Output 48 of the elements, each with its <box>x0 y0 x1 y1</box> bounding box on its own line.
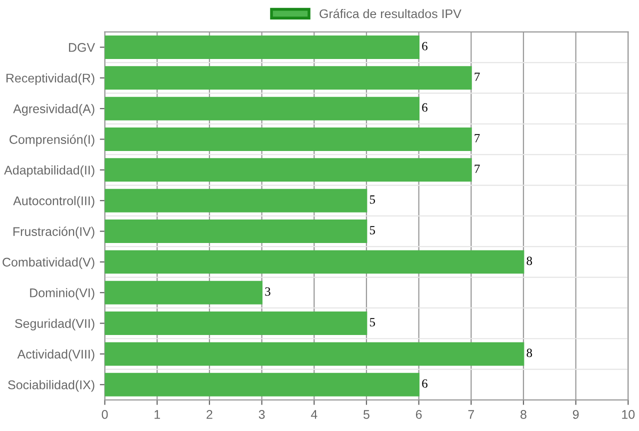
x-tick-label: 2 <box>206 410 212 419</box>
data-label: 7 <box>474 164 480 173</box>
bar <box>104 188 368 212</box>
data-label: 8 <box>526 256 532 266</box>
bar <box>104 342 524 366</box>
bar <box>104 158 472 182</box>
bar <box>104 250 524 274</box>
legend-label: Gráfica de resultados IPV <box>320 8 462 18</box>
y-tick-label: Receptividad(R) <box>6 73 94 86</box>
y-tick-label: Agresividad(A) <box>13 104 94 116</box>
data-label: 8 <box>526 348 532 358</box>
y-tick-label: Sociabilidad(IX) <box>8 380 94 392</box>
data-label: 5 <box>370 318 376 326</box>
x-tick-label: 5 <box>363 410 370 419</box>
bar <box>104 312 368 336</box>
y-tick-label: Frustración(IV) <box>13 226 94 238</box>
x-tick-label: 1 <box>154 410 160 419</box>
data-label: 6 <box>422 379 428 388</box>
x-tick-label: 10 <box>622 410 635 419</box>
x-tick-label: 0 <box>102 410 108 419</box>
y-tick-label: Dominio(VI) <box>30 288 94 300</box>
bar <box>104 96 420 120</box>
y-tick-label: Actividad(VIII) <box>17 349 94 362</box>
data-label: 5 <box>370 195 376 204</box>
data-label: 5 <box>370 226 376 234</box>
bar <box>104 372 420 396</box>
data-label: 6 <box>422 42 428 50</box>
data-label: 7 <box>474 134 480 142</box>
y-tick-label: Autocontrol(III) <box>13 196 94 208</box>
y-tick-label: Seguridad(VII) <box>15 318 94 330</box>
x-tick-label: 6 <box>416 410 422 419</box>
bar <box>104 35 420 59</box>
bar <box>104 66 472 90</box>
y-tick-label: DGV <box>69 43 96 52</box>
x-tick-label: 4 <box>310 410 318 419</box>
x-tick-label: 9 <box>572 410 579 419</box>
x-tick-label: 3 <box>258 410 265 419</box>
y-tick-label: Comprensión(I) <box>10 134 94 146</box>
data-label: 6 <box>422 103 428 112</box>
y-tick-label: Adaptabilidad(II) <box>4 165 94 178</box>
x-tick-label: 7 <box>468 410 474 419</box>
x-tick-label: 8 <box>520 410 526 419</box>
bar <box>104 128 472 151</box>
bar <box>104 220 368 244</box>
bar <box>104 280 262 304</box>
y-tick-label: Combatividad(V) <box>2 257 94 270</box>
data-label: 3 <box>265 287 270 296</box>
data-label: 7 <box>474 72 480 81</box>
